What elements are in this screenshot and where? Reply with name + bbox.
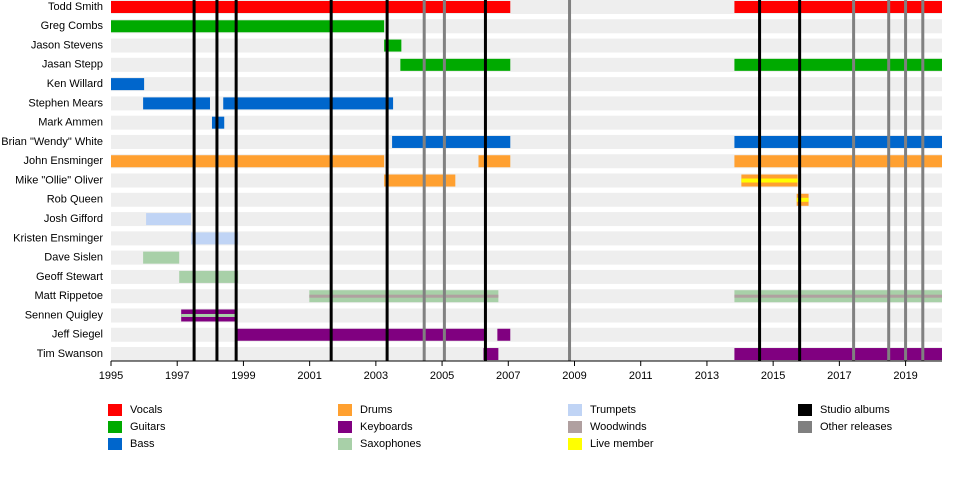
row-band [111, 134, 942, 149]
membership-bar [111, 78, 145, 91]
member-name: Stephen Mears [28, 97, 103, 109]
membership-bar [111, 155, 385, 168]
row-band [111, 192, 942, 207]
member-name: Greg Combs [41, 20, 104, 32]
legend-label: Drums [360, 404, 393, 416]
x-tick-label: 2013 [695, 370, 719, 382]
legend-label: Saxophones [360, 438, 422, 450]
legend-swatch [568, 421, 582, 433]
x-tick-label: 1995 [99, 370, 123, 382]
membership-bar [146, 213, 192, 226]
member-name: Tim Swanson [37, 348, 103, 360]
member-name: Ken Willard [47, 78, 103, 90]
member-name: Brian "Wendy" White [1, 136, 103, 148]
row-band [111, 77, 942, 92]
legend-swatch [338, 438, 352, 450]
member-name: Dave Sislen [44, 252, 103, 264]
member-name: Mark Ammen [38, 117, 103, 129]
legend-label: Trumpets [590, 404, 637, 416]
row-band [111, 231, 942, 246]
x-tick-label: 2011 [629, 370, 653, 382]
secondary-role-stripe [309, 294, 499, 298]
x-tick-label: 2001 [297, 370, 321, 382]
live-stripe [741, 178, 798, 183]
secondary-role-stripe [734, 294, 942, 298]
x-tick-label: 2007 [496, 370, 520, 382]
row-band [111, 269, 942, 284]
member-name: Rob Queen [47, 194, 103, 206]
membership-bar [734, 348, 942, 361]
membership-bar [384, 174, 456, 187]
member-name: Sennen Quigley [25, 309, 104, 321]
membership-bar [179, 270, 239, 283]
legend-label: Woodwinds [590, 421, 647, 433]
membership-bar [478, 155, 511, 168]
membership-bar [734, 135, 942, 148]
legend-swatch [568, 438, 582, 450]
legend-swatch [108, 421, 122, 433]
member-name: Todd Smith [48, 1, 103, 13]
row-band [111, 173, 942, 188]
legend-label: Other releases [820, 421, 893, 433]
legend-swatch [798, 421, 812, 433]
membership-bar [734, 1, 942, 13]
row-band [111, 308, 942, 323]
member-name: John Ensminger [24, 155, 104, 167]
legend-swatch [338, 421, 352, 433]
legend-label: Bass [130, 438, 155, 450]
row-band [111, 57, 942, 72]
membership-bar [143, 97, 210, 110]
membership-bar [111, 20, 385, 33]
membership-bar [111, 1, 511, 13]
x-tick-label: 2015 [761, 370, 785, 382]
row-band [111, 250, 942, 265]
membership-bar [143, 251, 180, 264]
legend-swatch [108, 438, 122, 450]
legend-swatch [338, 404, 352, 416]
live-stripe [796, 197, 809, 202]
member-name: Josh Gifford [44, 213, 103, 225]
secondary-role-stripe [181, 313, 236, 317]
legend-label: Studio albums [820, 404, 890, 416]
legend-label: Live member [590, 438, 654, 450]
row-band [111, 115, 942, 130]
legend-swatch [798, 404, 812, 416]
x-tick-label: 2017 [827, 370, 851, 382]
member-name: Jeff Siegel [52, 329, 103, 341]
member-name: Geoff Stewart [36, 271, 103, 283]
membership-bar [223, 97, 394, 110]
row-band [111, 347, 942, 362]
x-tick-label: 1999 [231, 370, 255, 382]
legend-label: Keyboards [360, 421, 413, 433]
member-name: Mike "Ollie" Oliver [15, 174, 103, 186]
x-tick-label: 2003 [364, 370, 388, 382]
membership-bar [483, 348, 499, 361]
membership-bar [497, 328, 511, 341]
membership-bar [400, 58, 511, 71]
legend-label: Guitars [130, 421, 166, 433]
x-tick-label: 2005 [430, 370, 454, 382]
row-band [111, 212, 942, 227]
row-band [111, 38, 942, 53]
member-name: Matt Rippetoe [35, 290, 103, 302]
legend-swatch [108, 404, 122, 416]
legend-swatch [568, 404, 582, 416]
membership-bar [236, 328, 486, 341]
membership-bar [392, 135, 511, 148]
membership-bar [734, 58, 942, 71]
member-name: Jasan Stepp [42, 59, 103, 71]
member-name: Kristen Ensminger [13, 232, 103, 244]
membership-bar [191, 232, 239, 245]
x-tick-label: 1997 [165, 370, 189, 382]
legend-label: Vocals [130, 404, 163, 416]
member-name: Jason Stevens [31, 39, 104, 51]
x-tick-label: 2019 [893, 370, 917, 382]
x-tick-label: 2009 [562, 370, 586, 382]
membership-bar [734, 155, 942, 168]
